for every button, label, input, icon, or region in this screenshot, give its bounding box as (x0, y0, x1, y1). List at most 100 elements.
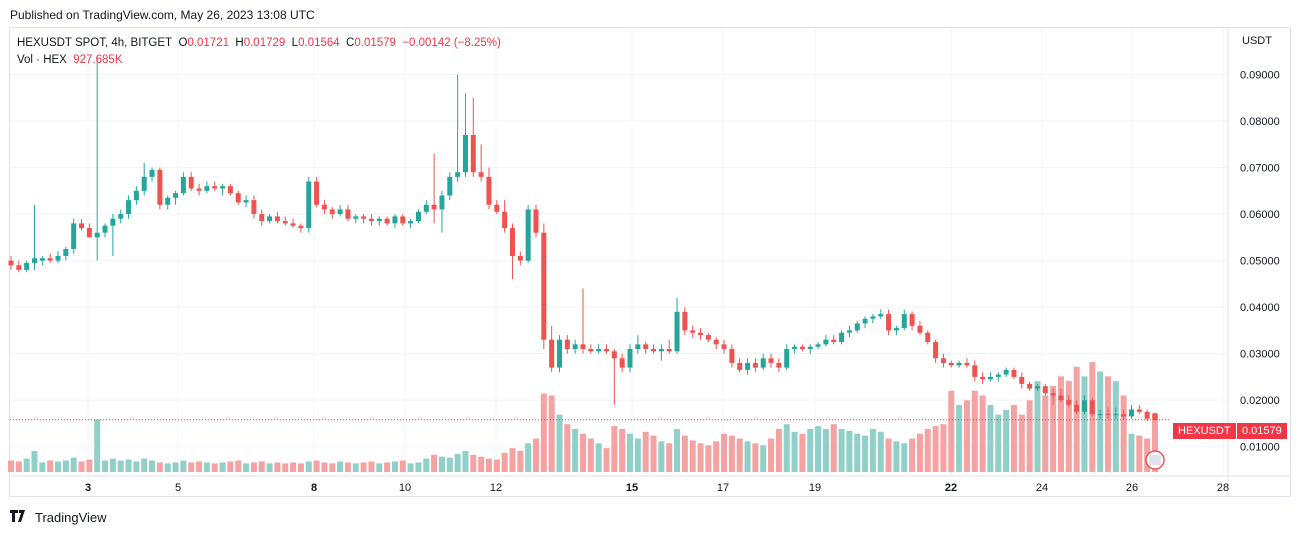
y-tick-label: 0.01000 (1240, 442, 1280, 454)
candle-body (611, 351, 617, 359)
candle-body (713, 339, 719, 345)
volume-bar (517, 450, 524, 472)
volume-bar (227, 461, 234, 472)
volume-bar (1128, 433, 1135, 472)
volume-bar (956, 405, 963, 472)
candle-body (462, 134, 468, 173)
volume-bar (815, 426, 822, 472)
symbol-label: HEXUSDT SPOT, 4h, BITGET (17, 37, 173, 49)
candle-body (940, 358, 946, 363)
volume-bar (337, 461, 344, 472)
candle-body (737, 362, 743, 370)
y-tick-label: 0.02000 (1240, 395, 1280, 407)
volume-bar (1003, 409, 1010, 472)
candle-body (627, 348, 633, 368)
volume-bar (548, 395, 555, 472)
candle-body (972, 365, 978, 377)
volume-bar (290, 462, 297, 472)
candle-body (525, 209, 531, 261)
volume-bar (822, 428, 829, 472)
symbol-price-badge: HEXUSDT (1173, 423, 1236, 439)
candle-body (745, 362, 751, 370)
volume-bar (31, 450, 38, 472)
y-tick-label: 0.09000 (1240, 70, 1280, 82)
volume-bar (141, 458, 148, 472)
volume-bar (211, 463, 218, 472)
candle-body (243, 200, 249, 203)
close-label: C (346, 37, 355, 49)
candle-body (721, 344, 727, 349)
candle-body (306, 181, 312, 229)
candle-body (212, 186, 218, 189)
flag-stripes-icon (1149, 455, 1161, 465)
candle-body (1097, 414, 1103, 416)
x-tick-label: 10 (399, 482, 411, 494)
volume-bar (846, 430, 853, 472)
candle-body (470, 134, 476, 173)
candle-body (846, 330, 852, 333)
volume-bar (1057, 376, 1064, 472)
volume-bar (862, 435, 869, 472)
volume-bar (877, 431, 884, 472)
candle-body (1113, 414, 1119, 416)
x-tick-label: 26 (1126, 482, 1138, 494)
volume-bar (149, 460, 156, 472)
volume-bar (611, 426, 618, 472)
volume-bar (23, 458, 30, 472)
volume-bar (854, 433, 861, 472)
candle-body (259, 214, 265, 222)
volume-bar (634, 438, 641, 472)
volume-bar (478, 456, 485, 472)
candle-body (251, 200, 257, 215)
candle-body (690, 330, 696, 333)
volume-bar (768, 438, 775, 472)
volume-bar (627, 433, 634, 472)
candle-body (1105, 414, 1111, 416)
candle-body (39, 258, 45, 261)
volume-bar (572, 428, 579, 472)
y-tick-label: 0.05000 (1240, 256, 1280, 268)
volume-bar (86, 459, 93, 472)
candle-body (8, 260, 14, 266)
candle-body (878, 314, 884, 317)
candle-body (1027, 383, 1033, 389)
candle-body (799, 346, 805, 349)
candle-body (157, 169, 163, 205)
volume-bar (869, 428, 876, 472)
volume-bar (164, 463, 171, 472)
volume-bar (979, 395, 986, 472)
volume-value: 927.685K (73, 54, 123, 66)
volume-bar (963, 400, 970, 472)
candle-body (1034, 386, 1040, 389)
candle-body (541, 232, 547, 340)
x-tick-label: 3 (85, 482, 91, 494)
candle-body (133, 190, 139, 201)
volume-bar (556, 414, 563, 472)
volume-bar (431, 454, 438, 472)
x-tick-label: 19 (809, 482, 821, 494)
candle-body (893, 328, 899, 331)
volume-bar (243, 463, 250, 472)
candle-body (792, 346, 798, 349)
candle-body (47, 258, 53, 261)
volume-bar (916, 433, 923, 472)
candle-body (1128, 409, 1134, 417)
candle-body (1050, 393, 1056, 396)
candle-body (227, 186, 233, 194)
volume-bar (282, 463, 289, 472)
candle-body (572, 344, 578, 349)
candle-body (439, 195, 445, 210)
volume-bar (446, 457, 453, 472)
volume-bar (807, 428, 814, 472)
candle-body (917, 325, 923, 333)
candle-body (220, 186, 226, 189)
volume-bar (133, 461, 140, 472)
volume-bar (603, 448, 610, 472)
candle-body (705, 335, 711, 340)
candle-body (1066, 400, 1072, 405)
volume-bar (987, 405, 994, 472)
volume-bar (94, 419, 101, 472)
candle-body (173, 193, 179, 198)
volume-bar (297, 463, 304, 472)
